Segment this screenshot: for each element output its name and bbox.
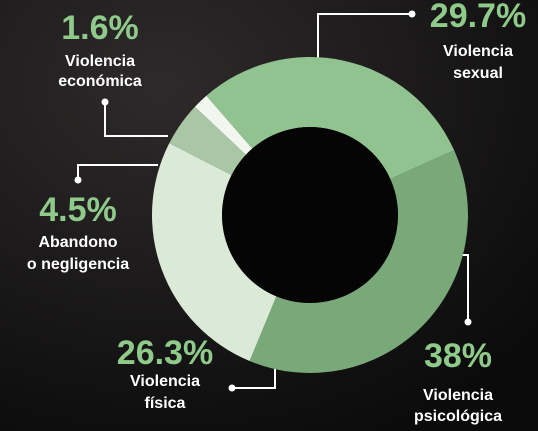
value-label: 1.6%	[61, 9, 139, 47]
leader-lines	[74, 10, 472, 392]
category-label: o negligencia	[27, 256, 129, 273]
donut-segment	[151, 143, 277, 361]
category-label: Violencia	[443, 43, 513, 60]
donut-hole	[222, 127, 398, 303]
category-label: Violencia	[65, 53, 135, 70]
category-label: Violencia	[423, 387, 493, 404]
category-label: Abandono	[38, 234, 117, 251]
donut-segment	[169, 106, 246, 175]
value-label: 4.5%	[39, 191, 117, 229]
value-label: 29.7%	[430, 0, 526, 35]
category-label: física	[145, 395, 186, 412]
donut-segment	[194, 95, 253, 155]
category-label: sexual	[453, 65, 503, 82]
category-label: Violencia	[130, 373, 200, 390]
value-label: 26.3%	[117, 334, 213, 372]
donut-segment	[206, 56, 455, 179]
value-label: 38%	[424, 337, 492, 375]
category-label: económica	[58, 73, 142, 90]
category-label: psicológica	[414, 408, 502, 425]
donut-segment	[249, 150, 469, 374]
